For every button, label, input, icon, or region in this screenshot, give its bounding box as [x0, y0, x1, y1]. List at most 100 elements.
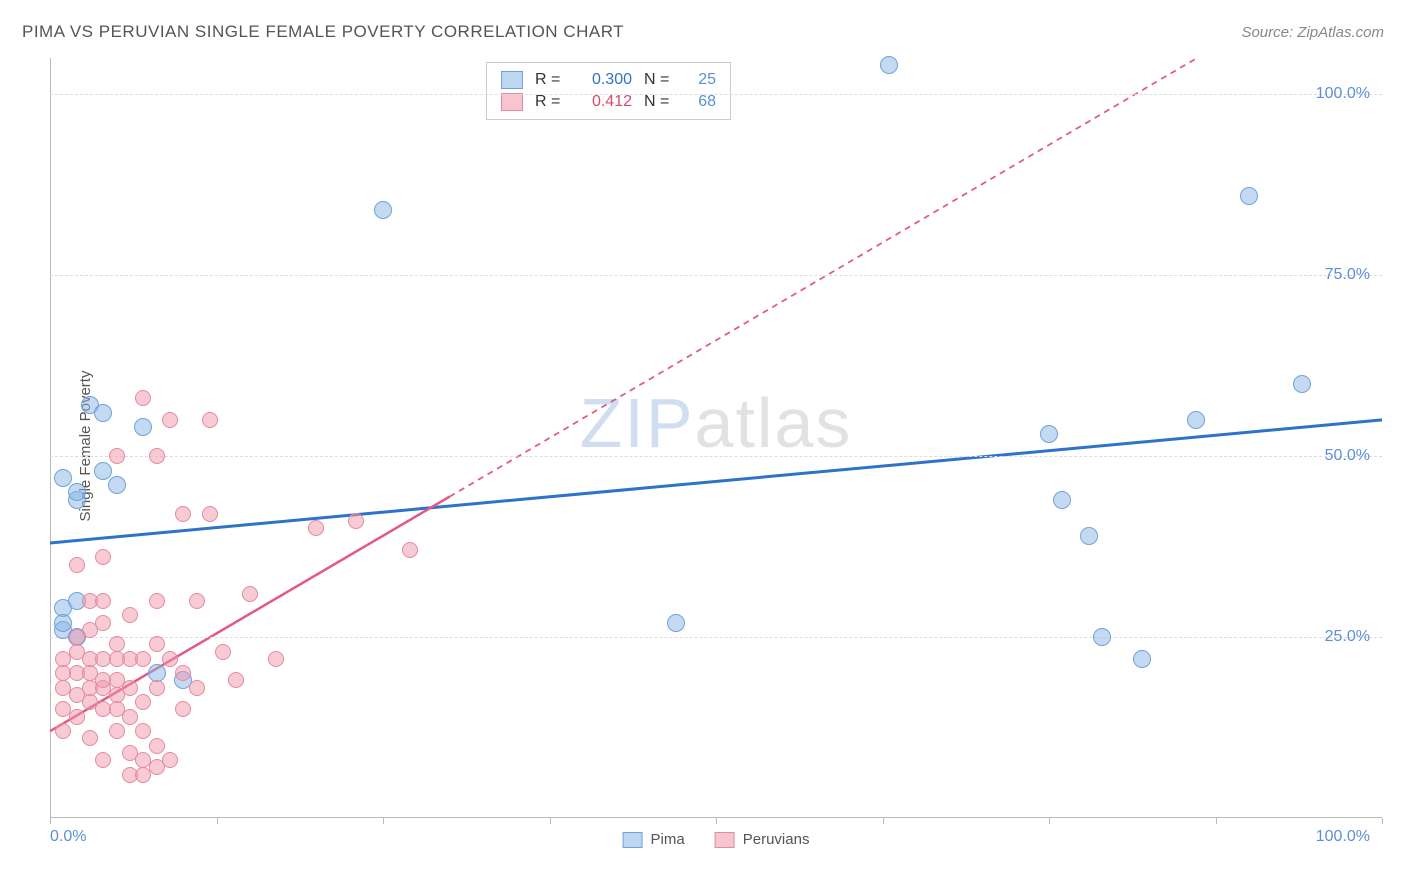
watermark-text-1: ZIP: [580, 384, 695, 462]
legend-label: Pima: [651, 831, 685, 848]
data-point: [1040, 425, 1058, 443]
series-legend: Pima Peruvians: [623, 831, 810, 848]
gridline: [50, 94, 1382, 95]
data-point: [122, 680, 138, 696]
watermark: ZIPatlas: [580, 383, 853, 463]
y-tick-label: 100.0%: [1316, 85, 1370, 103]
data-point: [54, 469, 72, 487]
scatter-chart: ZIPatlas 0.0% 100.0% R =0.300N =25R =0.4…: [46, 58, 1386, 818]
data-point: [149, 738, 165, 754]
gridline: [50, 275, 1382, 276]
data-point: [1240, 187, 1258, 205]
data-point: [149, 636, 165, 652]
x-tick-min: 0.0%: [50, 828, 86, 846]
data-point: [95, 549, 111, 565]
chart-title: PIMA VS PERUVIAN SINGLE FEMALE POVERTY C…: [22, 22, 624, 42]
data-point: [134, 418, 152, 436]
x-tick-mark: [50, 818, 51, 824]
data-point: [162, 752, 178, 768]
data-point: [68, 483, 86, 501]
y-axis-line: [50, 58, 51, 818]
data-point: [55, 723, 71, 739]
legend-stats-row: R = 0.300 N = 25: [501, 69, 716, 91]
data-point: [162, 412, 178, 428]
data-point: [95, 593, 111, 609]
legend-n-value: 68: [686, 93, 716, 111]
data-point: [175, 701, 191, 717]
data-point: [189, 593, 205, 609]
data-point: [109, 636, 125, 652]
data-point: [1187, 411, 1205, 429]
x-tick-mark: [1216, 818, 1217, 824]
legend-swatch: [715, 832, 735, 848]
legend-n-label: N =: [644, 71, 674, 89]
data-point: [189, 680, 205, 696]
data-point: [1053, 491, 1071, 509]
legend-swatch: [501, 93, 523, 111]
data-point: [308, 520, 324, 536]
data-point: [109, 723, 125, 739]
legend-item: Pima: [623, 831, 685, 848]
watermark-text-2: atlas: [695, 384, 853, 462]
legend-label: Peruvians: [743, 831, 810, 848]
gridline: [50, 456, 1382, 457]
legend-n-label: N =: [644, 93, 674, 111]
data-point: [202, 412, 218, 428]
legend-stats-box: R = 0.300 N = 25R = 0.412 N = 68: [486, 62, 731, 120]
data-point: [54, 614, 72, 632]
data-point: [228, 672, 244, 688]
legend-r-label: R =: [535, 71, 565, 89]
data-point: [215, 644, 231, 660]
data-point: [108, 476, 126, 494]
data-point: [122, 607, 138, 623]
data-point: [135, 694, 151, 710]
data-point: [175, 665, 191, 681]
data-point: [149, 593, 165, 609]
legend-n-value: 25: [686, 71, 716, 89]
data-point: [162, 651, 178, 667]
data-point: [109, 448, 125, 464]
x-tick-mark: [383, 818, 384, 824]
x-tick-mark: [550, 818, 551, 824]
legend-item: Peruvians: [715, 831, 810, 848]
data-point: [149, 680, 165, 696]
y-tick-label: 50.0%: [1325, 447, 1370, 465]
y-tick-label: 25.0%: [1325, 628, 1370, 646]
source-attribution: Source: ZipAtlas.com: [1241, 24, 1384, 41]
data-point: [135, 723, 151, 739]
gridline: [50, 637, 1382, 638]
data-point: [1133, 650, 1151, 668]
data-point: [122, 709, 138, 725]
data-point: [135, 390, 151, 406]
data-point: [69, 709, 85, 725]
data-point: [149, 448, 165, 464]
x-tick-mark: [1049, 818, 1050, 824]
data-point: [268, 651, 284, 667]
data-point: [135, 651, 151, 667]
x-tick-mark: [1382, 818, 1383, 824]
y-tick-label: 75.0%: [1325, 266, 1370, 284]
data-point: [348, 513, 364, 529]
data-point: [202, 506, 218, 522]
data-point: [1080, 527, 1098, 545]
x-tick-mark: [883, 818, 884, 824]
data-point: [175, 506, 191, 522]
legend-r-value: 0.300: [577, 71, 632, 89]
data-point: [69, 557, 85, 573]
data-point: [402, 542, 418, 558]
data-point: [95, 615, 111, 631]
data-point: [82, 730, 98, 746]
data-point: [880, 56, 898, 74]
data-point: [1293, 375, 1311, 393]
data-point: [94, 404, 112, 422]
data-point: [1093, 628, 1111, 646]
legend-swatch: [623, 832, 643, 848]
data-point: [667, 614, 685, 632]
x-tick-mark: [217, 818, 218, 824]
x-tick-mark: [716, 818, 717, 824]
data-point: [374, 201, 392, 219]
data-point: [95, 752, 111, 768]
data-point: [94, 462, 112, 480]
data-point: [242, 586, 258, 602]
legend-r-value: 0.412: [577, 93, 632, 111]
